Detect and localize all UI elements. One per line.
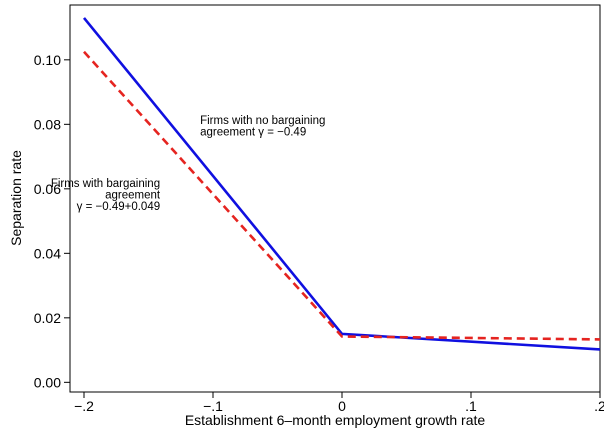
x-tick-label: .2: [594, 398, 604, 414]
x-axis-title: Establishment 6–month employment growth …: [185, 412, 486, 428]
annotation-2-line: γ = −0.49+0.049: [77, 201, 160, 213]
y-tick-label: 0.10: [34, 52, 61, 68]
annotation-1-line: agreement γ = −0.49: [200, 127, 306, 139]
annotation-2-line: Firms with bargaining: [51, 178, 160, 190]
x-tick-label: −.2: [74, 398, 94, 414]
series-line-2: [83, 50, 601, 341]
annotation-1-line: Firms with no bargaining: [200, 115, 325, 127]
y-axis-title: Separation rate: [8, 150, 24, 246]
y-axis: 0.00 0.02 0.04 0.06 0.08 0.10: [34, 52, 70, 390]
y-tick-label: 0.00: [34, 374, 61, 390]
y-tick-label: 0.02: [34, 310, 61, 326]
y-tick-label: 0.06: [34, 181, 61, 197]
series-layer: [82, 17, 601, 351]
series-line-1: [82, 17, 601, 351]
x-tick-label: 0: [338, 398, 346, 414]
y-tick-label: 0.04: [34, 245, 61, 261]
x-axis: −.2 −.1 0 .1 .2: [74, 392, 604, 414]
x-tick-label: −.1: [203, 398, 223, 414]
annotation-2-line: agreement: [105, 189, 161, 201]
y-tick-label: 0.08: [34, 116, 61, 132]
x-tick-label: .1: [465, 398, 477, 414]
plot-area: [69, 4, 601, 393]
